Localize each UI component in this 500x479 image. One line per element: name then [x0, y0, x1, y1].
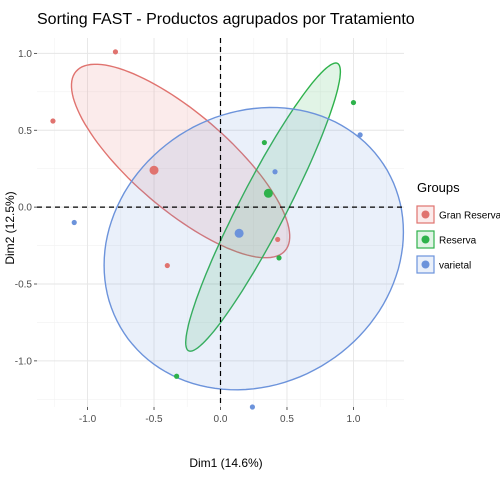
data-point [71, 219, 77, 226]
x-tick-label: -1.0 [79, 414, 97, 425]
data-point [249, 404, 256, 410]
data-point [350, 99, 357, 106]
x-axis-ticks: -1.0 -0.5 0.0 0.5 1.0 [79, 407, 361, 425]
y-axis-title: Dim2 (12.5%) [3, 191, 17, 264]
legend-title: Groups [417, 180, 460, 195]
y-tick-label: 0.0 [18, 203, 32, 214]
group-centroid [234, 228, 244, 238]
legend-marker [421, 210, 430, 219]
legend-marker [421, 235, 430, 244]
legend: Groups Gran Reserva Reserva varietal [416, 180, 500, 274]
data-point [275, 236, 281, 243]
data-point [174, 373, 180, 379]
data-points [50, 49, 363, 410]
confidence-ellipse [103, 106, 405, 391]
data-point [164, 262, 170, 269]
legend-label: Reserva [439, 236, 477, 247]
reference-lines [37, 38, 404, 407]
y-tick-label: 1.0 [18, 49, 32, 60]
data-point [272, 169, 278, 175]
y-tick-label: -0.5 [15, 280, 33, 291]
y-tick-label: -1.0 [15, 356, 33, 367]
data-point [50, 118, 56, 124]
legend-marker [421, 260, 430, 269]
x-tick-label: 1.0 [347, 414, 361, 425]
chart-title: Sorting FAST - Productos agrupados por T… [37, 11, 415, 28]
legend-label: varietal [439, 261, 471, 272]
y-axis-ticks: -1.0 -0.5 0.0 0.5 1.0 [15, 49, 37, 367]
data-point [112, 49, 119, 55]
x-tick-label: 0.5 [280, 414, 294, 425]
x-tick-label: -0.5 [145, 414, 163, 425]
legend-label: Gran Reserva [439, 211, 500, 222]
y-tick-label: 0.5 [18, 126, 32, 137]
data-point [357, 132, 363, 138]
group-centroid [149, 165, 159, 175]
group-centroid [263, 188, 273, 198]
data-point [261, 139, 267, 146]
x-axis-title: Dim1 (14.6%) [189, 456, 262, 470]
x-tick-label: 0.0 [214, 414, 228, 425]
data-point [276, 255, 282, 261]
